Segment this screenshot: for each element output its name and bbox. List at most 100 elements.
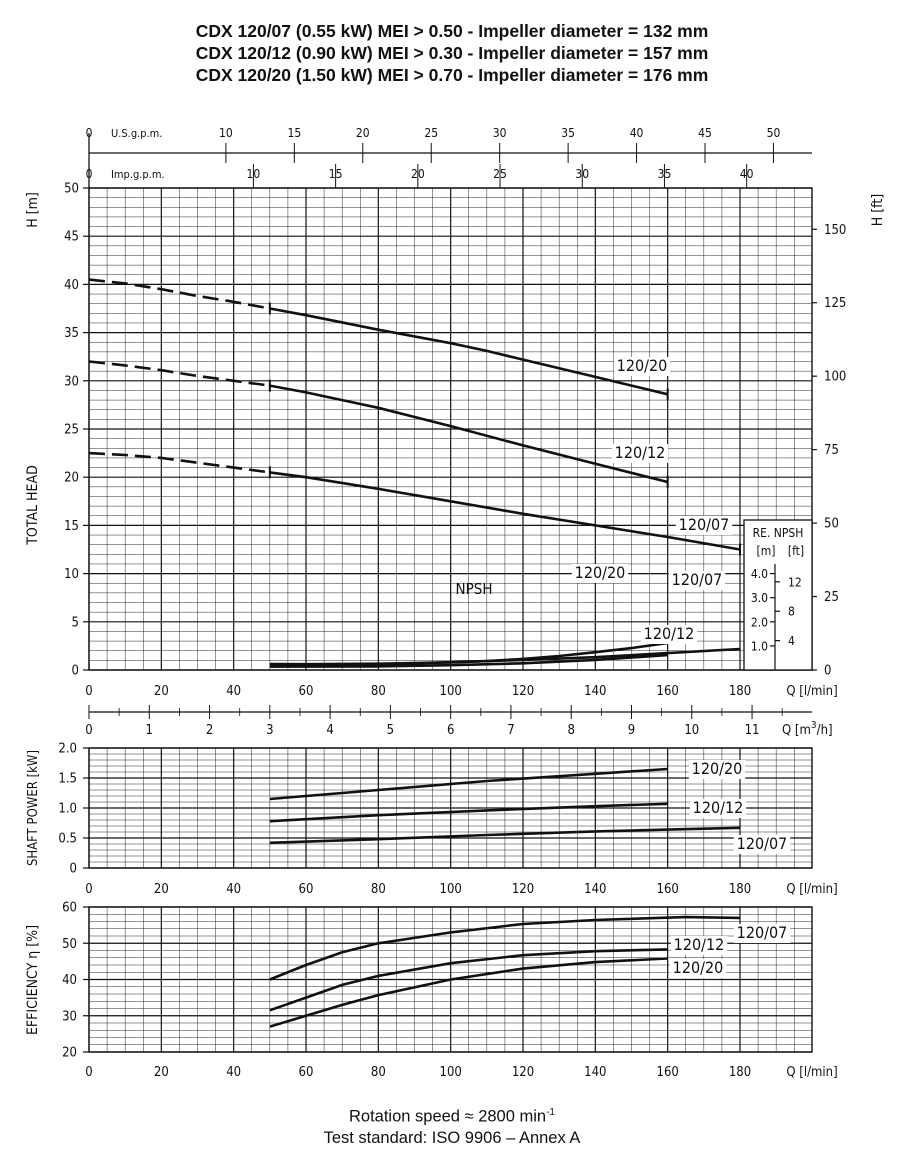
q-lmin-tick-label-efficiency: 80	[371, 1065, 386, 1080]
npsh-label-120-07: 120/07	[672, 570, 723, 589]
head-curve-120-12	[269, 384, 669, 484]
npsh-box-title: RE. NPSH	[753, 526, 804, 540]
us-gpm-tick-label: 35	[561, 126, 575, 140]
q-lmin-tick-label-power: 80	[371, 882, 386, 897]
power-tick-label: 0.5	[58, 832, 77, 847]
q-lmin-tick-label-head: 140	[584, 684, 606, 699]
m3h-tick-label: 1	[146, 723, 153, 738]
npsh-ft-tick-label: 4	[788, 634, 795, 648]
efficiency-curve-120-20	[269, 957, 668, 1028]
q-lmin-axis-label-efficiency: Q [l/min]	[786, 1065, 837, 1080]
head-ft-tick-label: 25	[824, 590, 839, 605]
m3h-tick-label: 10	[684, 723, 699, 738]
head-m-axis-label: H [m]	[25, 192, 41, 228]
m3h-tick-label: 0	[85, 723, 92, 738]
npsh-label-120-20-bg	[571, 564, 629, 583]
head-label-120-07-bg	[675, 516, 733, 535]
power-curve-120-12	[269, 802, 668, 823]
q-lmin-tick-label-efficiency: 40	[226, 1065, 241, 1080]
efficiency-tick-label: 60	[62, 901, 77, 916]
q-lmin-axis-label-power: Q [l/min]	[786, 882, 837, 897]
q-lmin-tick-label-head: 160	[657, 684, 679, 699]
us-gpm-tick-label: 40	[630, 126, 644, 140]
title-line-3: CDX 120/20 (1.50 kW) MEI > 0.70 - Impell…	[195, 65, 709, 85]
us-gpm-tick-label: 20	[356, 126, 370, 140]
head-label-120-12-bg	[611, 444, 669, 463]
head-m-tick-label: 10	[64, 567, 79, 582]
q-lmin-tick-label-head: 100	[440, 684, 462, 699]
q-lmin-tick-label-power: 40	[226, 882, 241, 897]
npsh-m-tick-label: 1.0	[751, 639, 768, 653]
q-lmin-tick-label-efficiency: 180	[729, 1065, 751, 1080]
power-tick-label: 2.0	[58, 742, 77, 757]
npsh-label-120-12: 120/12	[644, 624, 695, 643]
rotation-speed-text: Rotation speed ≈ 2800 min	[348, 1107, 547, 1126]
head-ft-tick-label: 50	[824, 517, 839, 532]
test-standard: Test standard: ISO 9906 – Annex A	[323, 1128, 581, 1147]
q-lmin-tick-label-efficiency: 120	[512, 1065, 534, 1080]
head-label-120-20: 120/20	[617, 356, 668, 375]
total-head-label: TOTAL HEAD	[25, 465, 41, 546]
power-label-120-07-bg	[733, 835, 791, 854]
imp-gpm-tick-label: 10	[247, 167, 261, 181]
head-m-tick-label: 50	[64, 182, 79, 197]
m3h-tick-label: 8	[567, 723, 574, 738]
npsh-label-120-07-bg	[668, 571, 726, 590]
chart-titles: CDX 120/07 (0.55 kW) MEI > 0.50 - Impell…	[0, 20, 904, 86]
m3h-tick-label: 5	[387, 723, 394, 738]
q-lmin-tick-label-head: 40	[226, 684, 241, 699]
q-lmin-tick-label-power: 180	[729, 882, 751, 897]
q-lmin-tick-label-efficiency: 20	[154, 1065, 169, 1080]
us-gpm-tick-label: 30	[493, 126, 507, 140]
footer: Rotation speed ≈ 2800 min-1 Test standar…	[0, 1102, 904, 1149]
npsh-box-unit-m: [m]	[757, 544, 776, 558]
q-lmin-tick-label-head: 120	[512, 684, 534, 699]
head-curve-120-12-dashed	[88, 360, 270, 387]
head-ft-tick-label: 150	[824, 223, 846, 238]
imp-gpm-tick-label: 0	[86, 167, 93, 181]
head-grid	[88, 187, 813, 671]
head-curve-120-20-dashed	[88, 278, 271, 310]
rotation-speed-exponent: -1	[546, 1107, 555, 1118]
npsh-label-120-20: 120/20	[575, 563, 626, 582]
efficiency-axis-label: EFFICIENCY η [%]	[25, 925, 41, 1035]
power-label-120-12: 120/12	[693, 798, 744, 817]
m3h-tick-label: 3	[266, 723, 273, 738]
npsh-m-tick-label: 2.0	[751, 615, 768, 629]
power-axis-label: SHAFT POWER [kW]	[26, 750, 41, 866]
head-ft-tick-label: 0	[824, 664, 831, 679]
npsh-label-120-12-bg	[640, 625, 698, 644]
npsh-curve-120-12	[269, 653, 668, 668]
us-gpm-label: U.S.g.p.m.	[111, 127, 162, 140]
imp-gpm-tick-label: 40	[740, 167, 754, 181]
power-tick-label: 1.5	[58, 772, 77, 787]
q-lmin-tick-label-power: 160	[657, 882, 679, 897]
head-curve-120-20	[269, 307, 669, 396]
m3h-axis-label: Q [m3/h]	[782, 720, 833, 738]
efficiency-label-120-12: 120/12	[674, 935, 725, 954]
q-lmin-tick-label-head: 20	[154, 684, 169, 699]
head-label-120-07: 120/07	[679, 515, 730, 534]
title-line-1: CDX 120/07 (0.55 kW) MEI > 0.50 - Impell…	[195, 21, 709, 41]
head-m-tick-label: 15	[64, 519, 79, 534]
title-line-2: CDX 120/12 (0.90 kW) MEI > 0.30 - Impell…	[195, 43, 709, 63]
q-lmin-tick-label-efficiency: 0	[85, 1065, 92, 1080]
efficiency-label-120-20: 120/20	[673, 958, 724, 977]
npsh-ft-tick-label: 8	[788, 605, 795, 619]
us-gpm-tick-label: 15	[287, 126, 301, 140]
npsh-label: NPSH	[456, 580, 493, 598]
head-m-tick-label: 25	[64, 423, 79, 438]
head-curve-120-07-dashed	[88, 451, 270, 474]
m3h-tick-label: 7	[507, 723, 514, 738]
m3h-tick-label: 9	[628, 723, 635, 738]
power-curve-120-20	[269, 767, 668, 801]
power-label-120-12-bg	[689, 799, 747, 818]
q-lmin-tick-label-efficiency: 160	[657, 1065, 679, 1080]
efficiency-label-120-07: 120/07	[737, 923, 788, 942]
efficiency-label-120-12-bg	[670, 936, 728, 955]
npsh-box-unit-ft: [ft]	[788, 544, 804, 558]
head-m-tick-label: 30	[64, 374, 79, 389]
efficiency-label-120-20-bg	[669, 959, 727, 978]
q-lmin-tick-label-power: 100	[440, 882, 462, 897]
head-label-120-12: 120/12	[615, 443, 666, 462]
